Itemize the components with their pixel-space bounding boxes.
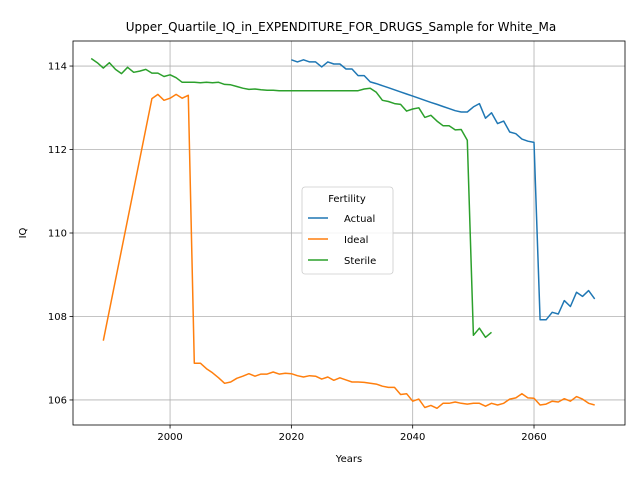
- chart-title: Upper_Quartile_IQ_in_EXPENDITURE_FOR_DRU…: [126, 20, 556, 34]
- series-line-actual: [291, 59, 596, 321]
- series-line-sterile: [90, 57, 492, 339]
- y-tick-label: 114: [48, 62, 67, 73]
- grid: [73, 41, 625, 425]
- legend-label-ideal: Ideal: [344, 235, 368, 246]
- legend-title: Fertility: [328, 194, 366, 205]
- y-tick-label: 108: [48, 312, 67, 323]
- y-tick-label: 106: [48, 395, 67, 406]
- x-tick-label: 2020: [279, 432, 304, 443]
- axis-ticks: 2000 2020 2040 2060 106 108 110 112 114: [48, 62, 547, 443]
- legend-label-sterile: Sterile: [344, 256, 376, 267]
- y-axis-label: IQ: [18, 227, 29, 238]
- x-tick-label: 2060: [521, 432, 546, 443]
- y-tick-label: 110: [48, 229, 67, 240]
- legend-box: [301, 186, 394, 275]
- x-tick-label: 2000: [157, 432, 182, 443]
- legend-label-actual: Actual: [344, 214, 375, 225]
- series-line-ideal: [102, 93, 595, 410]
- y-tick-label: 112: [48, 145, 67, 156]
- x-axis-label: Years: [335, 454, 362, 465]
- legend: Fertility Actual Ideal Sterile: [301, 186, 394, 275]
- series-lines: [90, 57, 596, 410]
- x-tick-label: 2040: [400, 432, 425, 443]
